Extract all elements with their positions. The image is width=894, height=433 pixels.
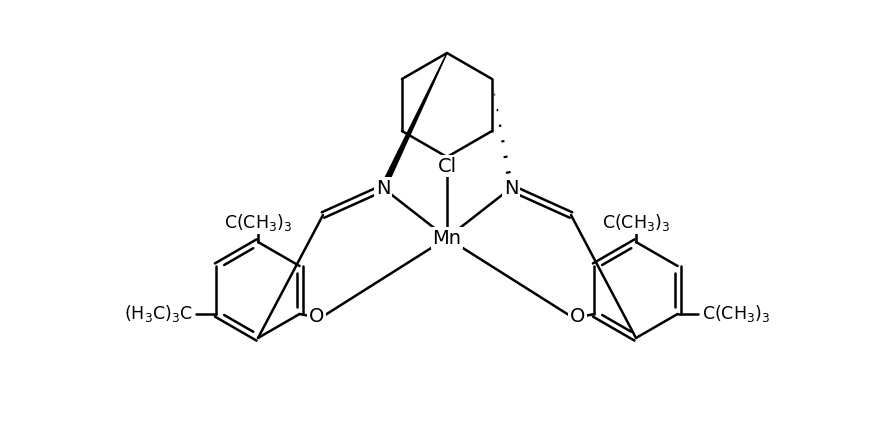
Text: Mn: Mn (433, 229, 461, 248)
Text: C(CH$_3$)$_3$: C(CH$_3$)$_3$ (224, 212, 292, 233)
Text: C(CH$_3$)$_3$: C(CH$_3$)$_3$ (702, 304, 770, 324)
Text: N: N (503, 178, 519, 197)
Polygon shape (381, 53, 447, 189)
Text: O: O (309, 307, 325, 326)
Text: N: N (375, 178, 391, 197)
Text: O: O (569, 307, 585, 326)
Text: (H$_3$C)$_3$C: (H$_3$C)$_3$C (123, 304, 192, 324)
Text: Cl: Cl (437, 156, 457, 175)
Text: C(CH$_3$)$_3$: C(CH$_3$)$_3$ (602, 212, 670, 233)
